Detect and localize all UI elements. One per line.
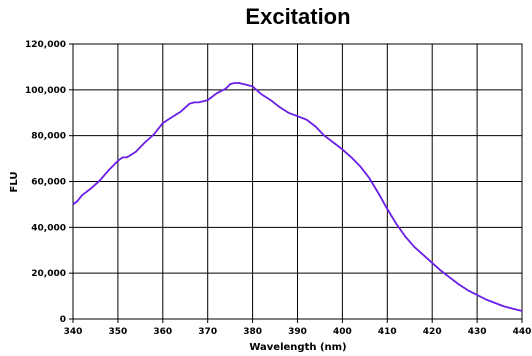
series-layer [72, 82, 523, 312]
y-tick-label: 120,000 [25, 40, 66, 50]
plot-frame [72, 43, 523, 320]
x-tick-label: 420 [423, 327, 442, 337]
x-tick-label: 370 [198, 327, 217, 337]
y-axis-label: FLU [9, 172, 20, 193]
x-tick-label: 410 [378, 327, 397, 337]
x-tick-label: 430 [468, 327, 487, 337]
y-tick-label: 40,000 [31, 223, 66, 233]
x-axis-label: Wavelength (nm) [249, 342, 346, 353]
y-tick-label: 60,000 [31, 178, 66, 188]
y-tick-label: 100,000 [25, 86, 66, 96]
tick-labels: 340 350 360 370 380 390 400 410 420 430 440 0 20,000… [25, 40, 531, 337]
chart-title: Excitation [245, 4, 351, 29]
y-tick-label: 80,000 [31, 132, 66, 142]
y-tick-label: 20,000 [31, 269, 66, 279]
x-tick-label: 350 [109, 327, 128, 337]
x-tick-label: 390 [288, 327, 307, 337]
x-tick-label: 360 [153, 327, 172, 337]
x-tick-label: 380 [243, 327, 262, 337]
y-tick-label: 0 [60, 315, 66, 325]
x-tick-label: 340 [64, 327, 83, 337]
grid [72, 43, 523, 320]
series-line [72, 82, 523, 312]
x-tick-label: 440 [513, 327, 532, 337]
axes [69, 43, 523, 323]
x-tick-label: 400 [333, 327, 352, 337]
